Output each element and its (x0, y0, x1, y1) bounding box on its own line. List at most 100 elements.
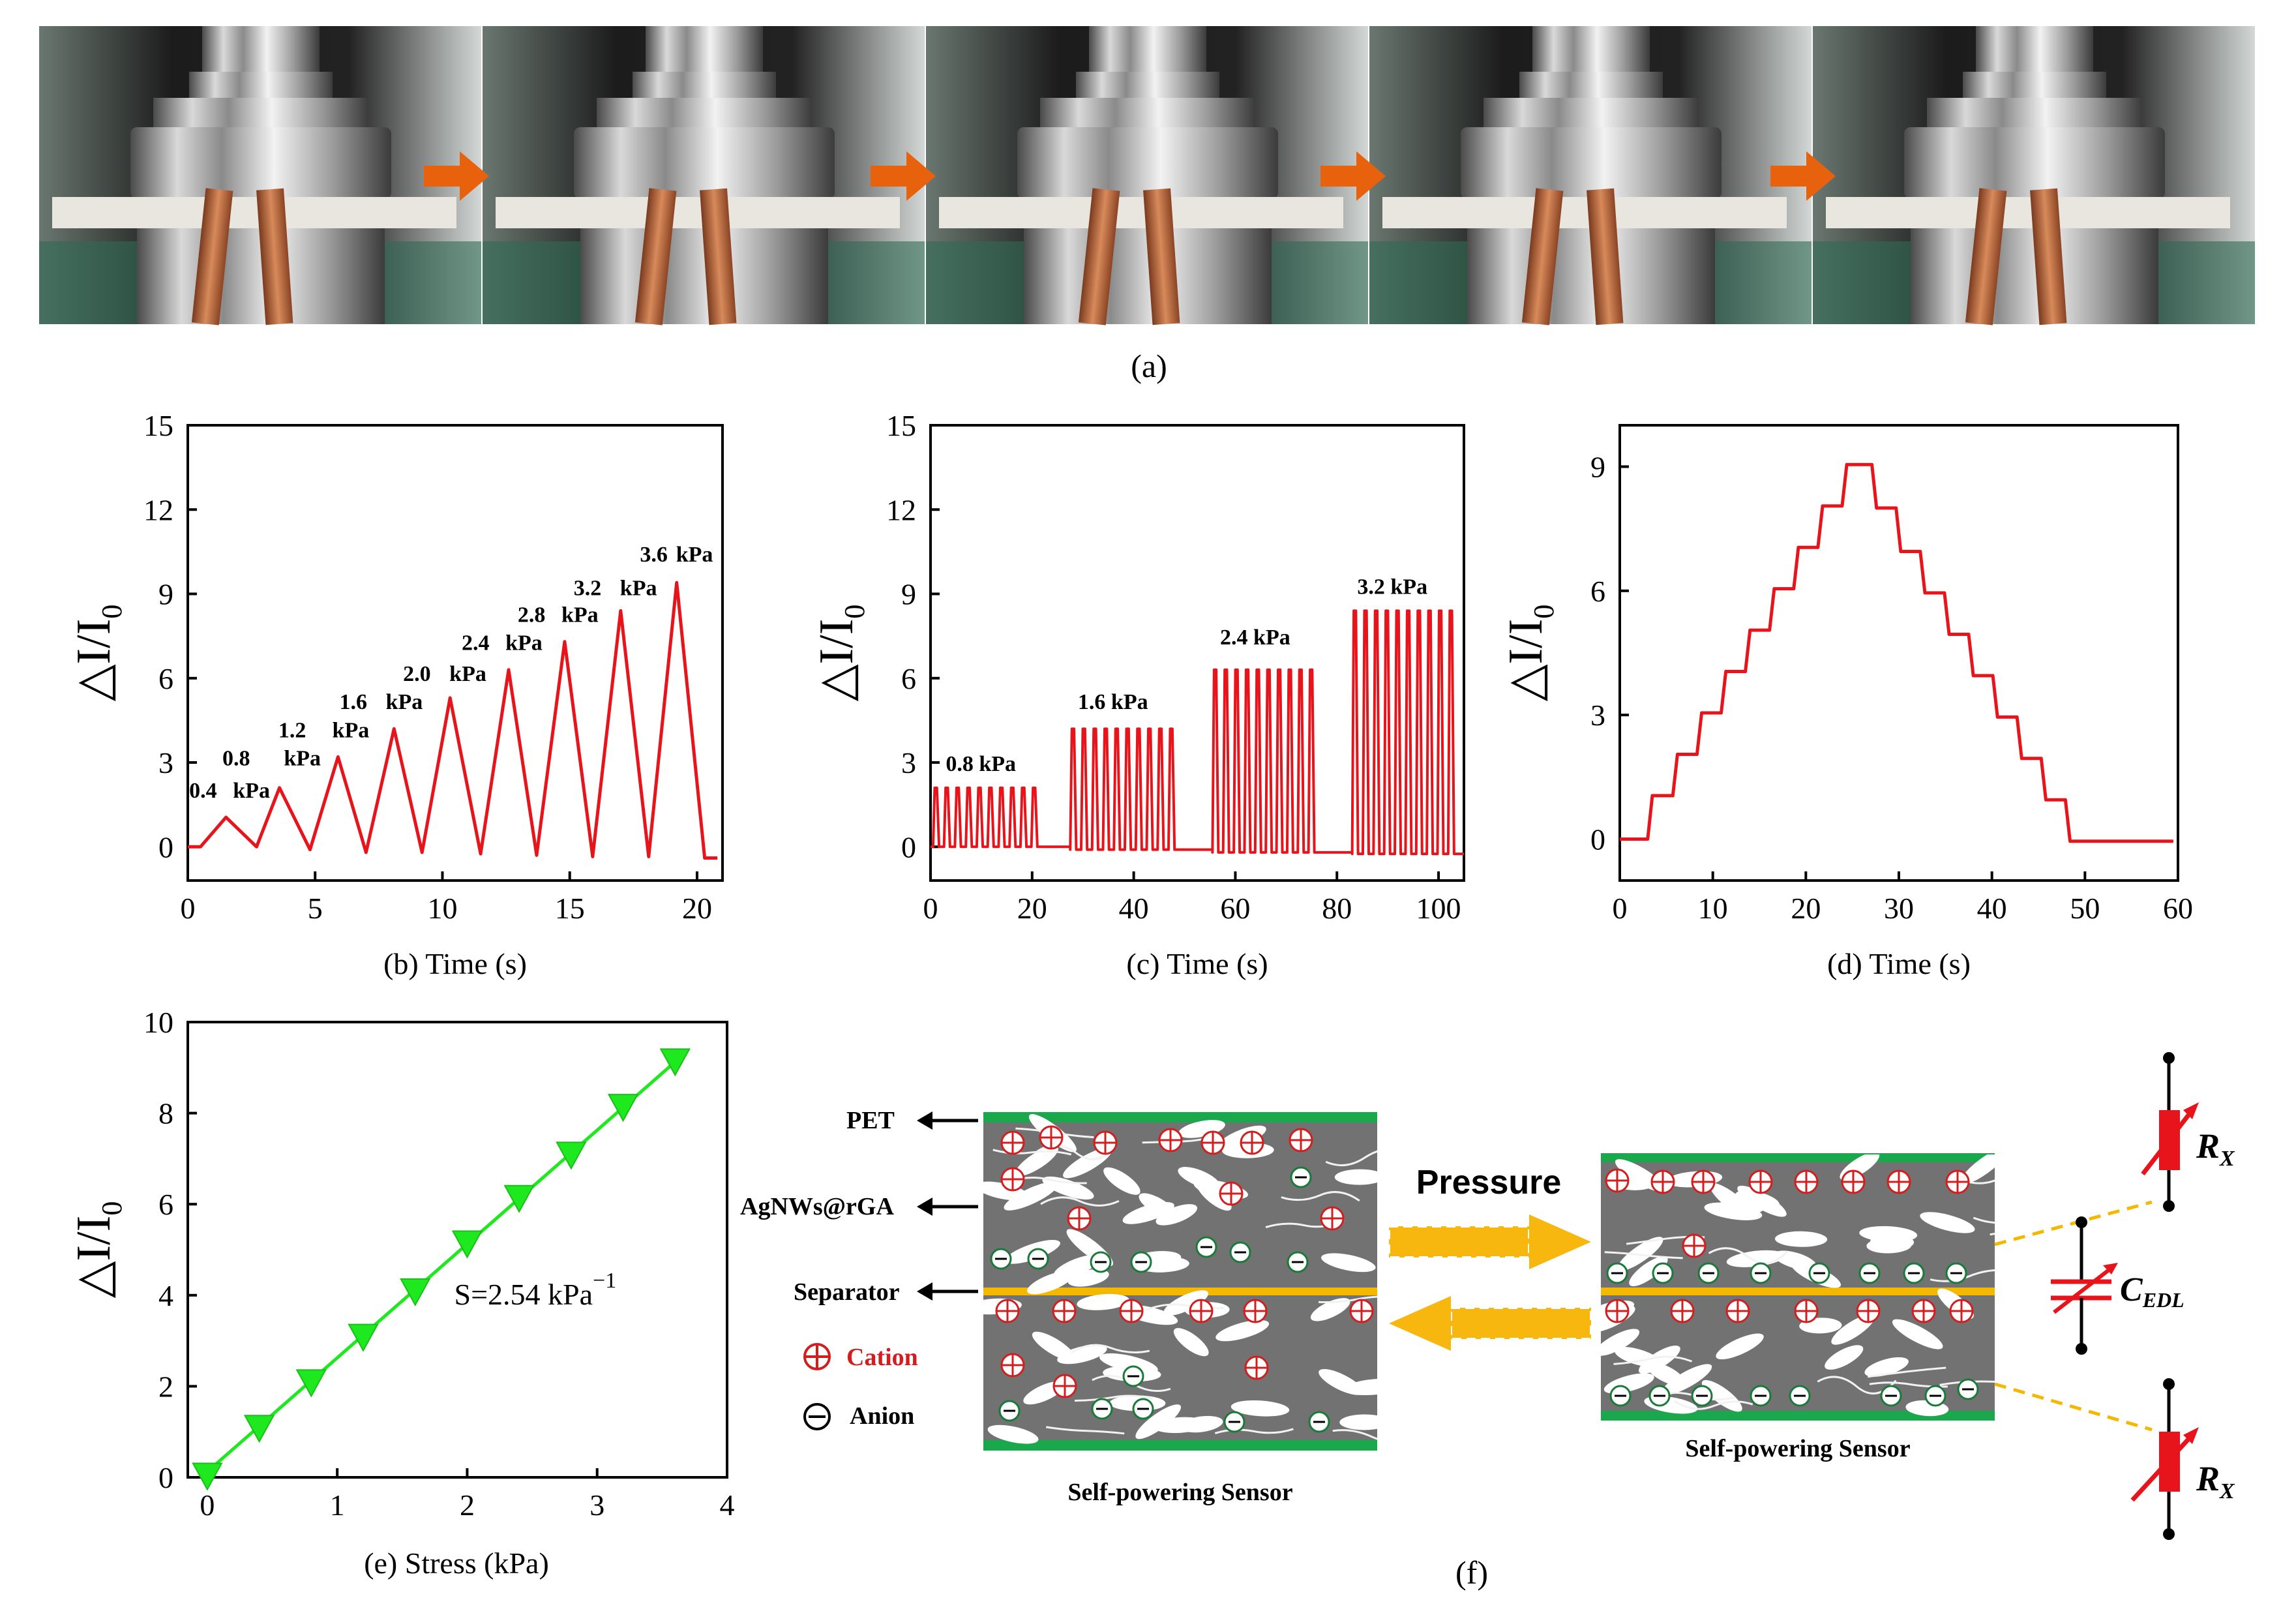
panel-a-photos (39, 26, 2255, 325)
series-line (1620, 462, 2173, 843)
y-tick-label: 3 (158, 746, 173, 779)
x-tick-label: 0 (181, 892, 196, 925)
y-tick-label: 12 (886, 493, 916, 526)
pet-layer-bottom-right (1601, 1411, 1995, 1421)
fit-annotation: S=2.54 kPa−1 (455, 1269, 617, 1311)
sensor-left (983, 1112, 1377, 1451)
flake-shape (1196, 1181, 1232, 1211)
fit-text: S=2.54 kPa (455, 1278, 593, 1311)
x-tick-label: 40 (1977, 892, 2007, 925)
flake-shape (1601, 1329, 1640, 1356)
nanowire-shape (1040, 1196, 1120, 1207)
separator-layer (983, 1288, 1377, 1295)
y-tick-label: 0 (1590, 823, 1605, 856)
nanowire-shape (1325, 1150, 1377, 1167)
nanowire-shape (1318, 1295, 1377, 1304)
rx-bottom-sub: X (2219, 1479, 2235, 1503)
y-tick-label: 3 (901, 746, 916, 779)
cedl-sub: EDL (2142, 1288, 2184, 1312)
data-label: kPa (284, 746, 321, 770)
flake-shape (1617, 1237, 1663, 1271)
flake-shape (1063, 1147, 1112, 1179)
flake-shape (1042, 1176, 1094, 1200)
label-anion: Anion (850, 1402, 914, 1430)
cation-icon (803, 1343, 831, 1370)
x-tick-label: 20 (682, 892, 712, 925)
nanowire-shape (1214, 1428, 1294, 1434)
x-tick-label: 40 (1119, 892, 1149, 925)
y-tick-label: 0 (901, 830, 916, 864)
x-axis-label: (d) Time (s) (1827, 947, 1971, 980)
nanowire-shape (992, 1149, 1072, 1156)
data-point (607, 1094, 639, 1123)
data-point (556, 1141, 587, 1170)
nanowire-shape (1071, 1344, 1150, 1354)
flake-shape (1774, 1231, 1828, 1247)
photo-frame-2 (483, 26, 925, 325)
svg-text:CEDL: CEDL (2120, 1271, 2184, 1312)
x-tick-label: 0 (1613, 892, 1628, 925)
flake-shape (1662, 1364, 1712, 1395)
data-label: 3.2 (574, 577, 602, 601)
flake-shape (1230, 1400, 1290, 1417)
chart-e: 0 1 2 3 4 0 2 4 6 8 10 △I/I0 (e) Stress (kPa) S=2.54 … (67, 1006, 735, 1580)
data-label: kPa (386, 690, 423, 714)
arrow-left-icon (917, 1111, 978, 1130)
caption-f: (f) (1455, 1554, 1488, 1591)
flake-shape (1319, 1368, 1364, 1395)
flake-shape (1099, 1353, 1158, 1374)
nanowire-shape (1939, 1380, 1995, 1386)
caption-a: (a) (1131, 348, 1167, 384)
svg-text:RX: RX (2196, 1126, 2235, 1171)
nanowire-shape (1074, 1394, 1154, 1402)
nanowire-shape (1045, 1426, 1125, 1435)
data-label: kPa (561, 603, 599, 627)
nanowire-shape (1867, 1366, 1946, 1378)
y-tick-label: 6 (158, 662, 173, 695)
data-point (243, 1415, 275, 1443)
pressure-arrow-left-icon (1389, 1296, 1592, 1351)
fit-exponent: −1 (593, 1269, 616, 1293)
chart-d: 0 10 20 30 40 50 60 0 3 6 9 △I/I0 (d) Time (s) (1499, 424, 2193, 980)
plot-frame (186, 424, 724, 882)
x-tick-label: 15 (555, 892, 585, 925)
data-label: kPa (676, 543, 713, 567)
separator-layer-right (1601, 1288, 1995, 1295)
flake-shape (1864, 1357, 1909, 1377)
y-tick-label: 3 (1590, 699, 1605, 732)
y-axis-label-sub: 0 (96, 1201, 128, 1216)
x-tick-label: 20 (1017, 892, 1047, 925)
y-tick-label: 9 (901, 578, 916, 611)
y-tick-label: 0 (158, 830, 173, 864)
svg-text:RX: RX (2196, 1459, 2235, 1503)
x-axis-label-text: Time (s) (425, 947, 527, 980)
data-label: 0.8 kPa (946, 752, 1016, 776)
nanowire-shape (1708, 1247, 1788, 1265)
data-label: 2.4 (462, 631, 490, 656)
y-axis-label: △I/I0 (67, 1201, 128, 1299)
x-tick-label: 0 (200, 1488, 215, 1522)
flake-shape (1339, 1414, 1377, 1430)
x-axis-label-text: Time (s) (1167, 947, 1268, 980)
y-tick-label: 6 (1590, 575, 1605, 608)
x-tick-label: 10 (1698, 892, 1728, 925)
y-tick-label: 15 (143, 409, 173, 442)
nanowire-shape (1967, 1179, 1995, 1184)
data-point (503, 1184, 535, 1213)
series-line (188, 580, 718, 860)
sensor-right-label: Self-powering Sensor (1685, 1435, 1910, 1462)
panel-caption: (c) (1126, 947, 1167, 980)
cedl-label: C (2120, 1271, 2143, 1308)
flake-shape (1321, 1253, 1376, 1273)
pressure-label: Pressure (1416, 1164, 1562, 1201)
arrow-left-icon (917, 1282, 978, 1301)
data-label: 3.2 kPa (1357, 575, 1427, 599)
nanowire-shape (1674, 1400, 1753, 1410)
y-tick-label: 6 (158, 1188, 173, 1221)
x-tick-label: 30 (1884, 892, 1914, 925)
flake-shape (983, 1181, 1029, 1201)
x-tick-label: 80 (1322, 892, 1352, 925)
chart-b: 0 5 10 15 20 0 3 6 9 12 15 △I/I0 (b) Time (s) 0.4 kPa 0… (67, 409, 724, 980)
photo-frame-3 (926, 26, 1368, 325)
capacitor (2051, 1216, 2118, 1355)
